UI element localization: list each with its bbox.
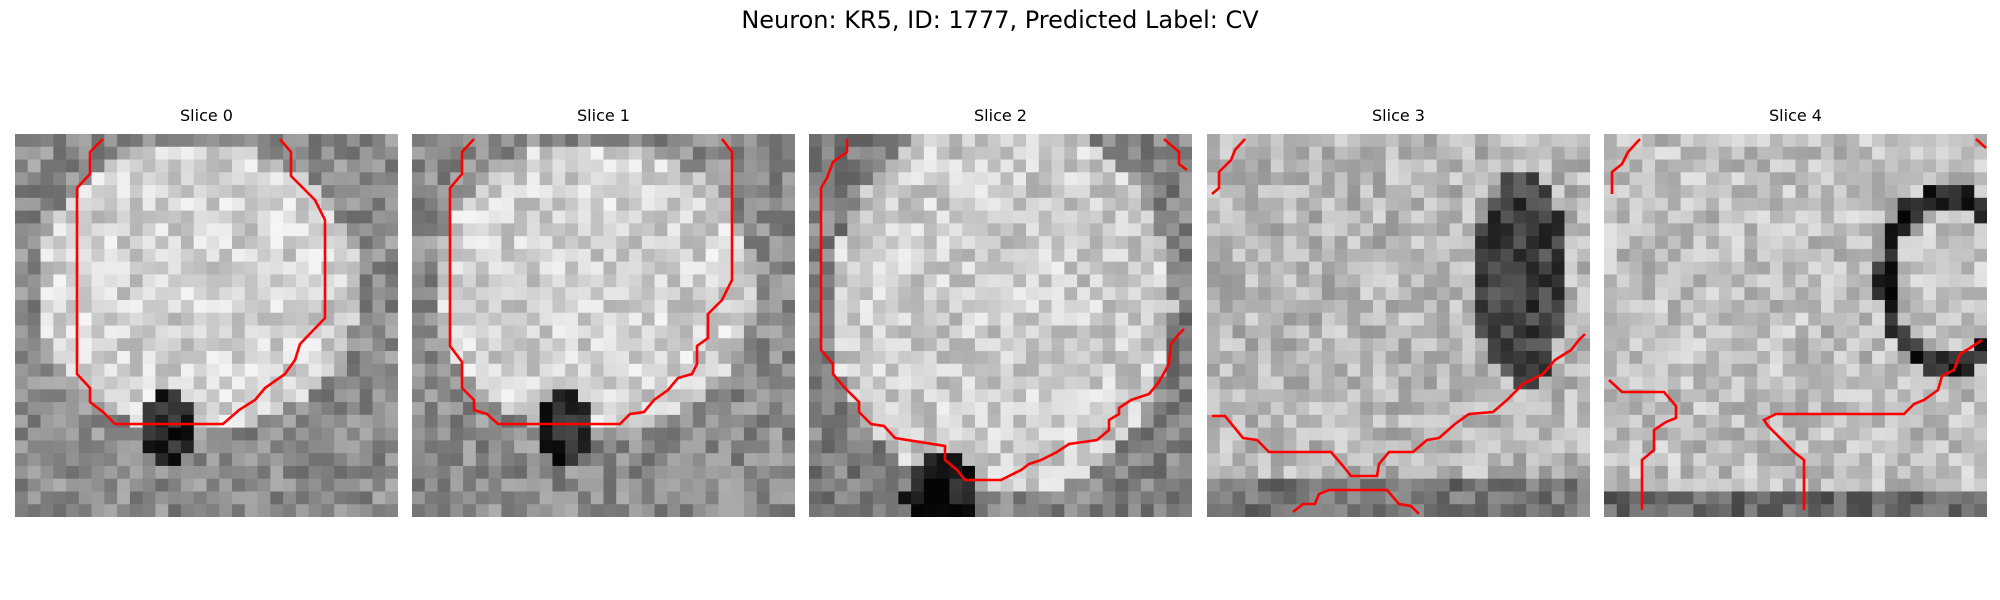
contour-line-0	[75, 138, 327, 426]
contour-line-3c	[1292, 488, 1420, 515]
slice-image-4	[1604, 134, 1987, 517]
slice-panel-0: Slice 0	[15, 106, 398, 518]
slice-title-1: Slice 1	[577, 106, 630, 125]
pixel-grid-2	[809, 134, 1192, 517]
slice-panel-1: Slice 1	[412, 106, 795, 518]
contour-line-3b	[1212, 333, 1586, 478]
pixel-grid-1	[412, 134, 795, 517]
contour-line-2b	[1163, 138, 1188, 172]
contour-line-1	[448, 138, 734, 426]
slice-panel-2: Slice 2	[809, 106, 1192, 518]
contour-line-4b	[1975, 138, 1987, 149]
contour-line-2	[819, 139, 1185, 482]
slice-image-2	[809, 134, 1192, 517]
figure-title: Neuron: KR5, ID: 1777, Predicted Label: …	[741, 6, 1259, 34]
contour-line-4d	[1762, 338, 1983, 510]
slice-title-4: Slice 4	[1769, 106, 1822, 125]
slice-title-2: Slice 2	[974, 106, 1027, 125]
slice-image-3	[1207, 134, 1590, 517]
slice-panel-3: Slice 3	[1207, 106, 1590, 518]
contour-line-4a	[1610, 138, 1641, 194]
pixel-grid-4	[1604, 134, 1987, 517]
pixel-grid-0	[15, 134, 398, 517]
slice-panel-4: Slice 4	[1604, 106, 1987, 518]
contour-line-3a	[1211, 138, 1246, 195]
slice-title-3: Slice 3	[1372, 106, 1425, 125]
slice-image-1	[412, 134, 795, 517]
contour-line-4c	[1608, 379, 1678, 510]
slice-image-0	[15, 134, 398, 517]
slice-title-0: Slice 0	[180, 106, 233, 125]
pixel-grid-3	[1207, 134, 1590, 517]
